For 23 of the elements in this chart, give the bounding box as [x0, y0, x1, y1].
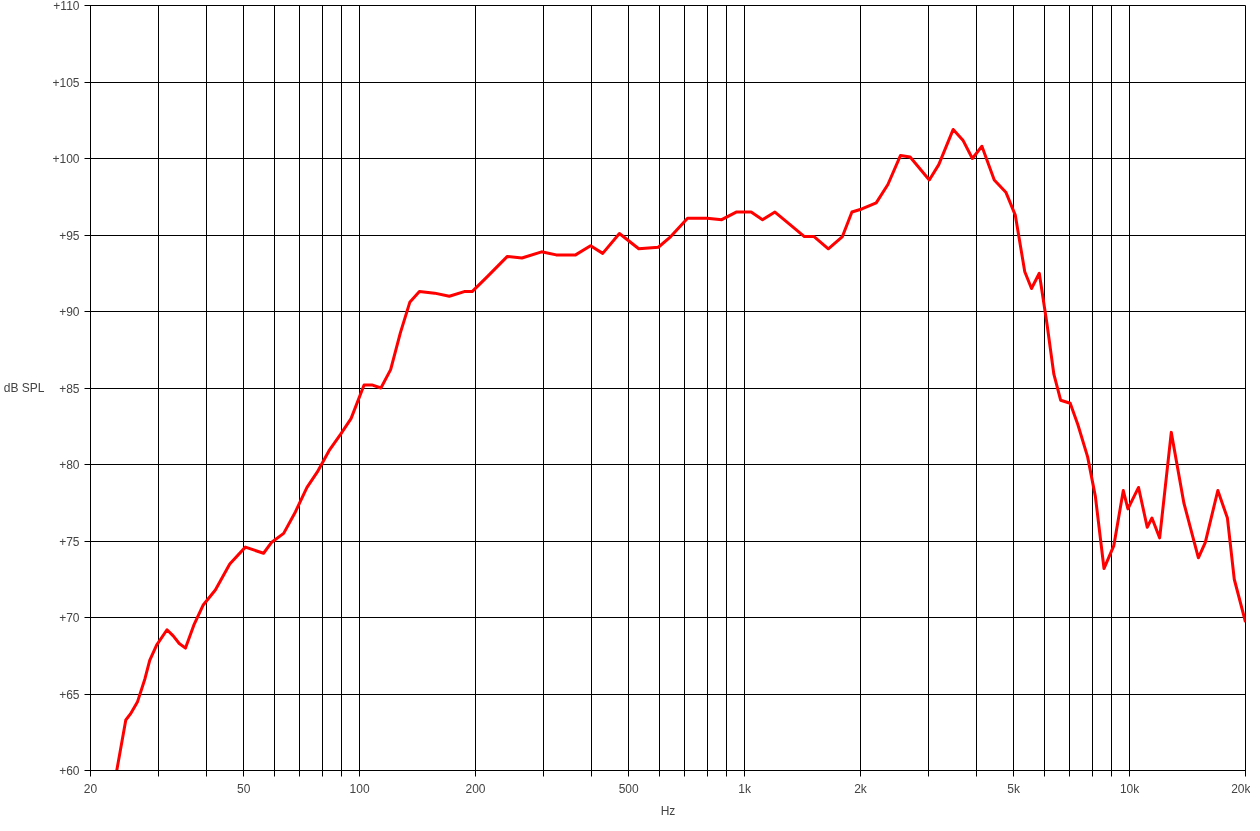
x-tick-label: 100 [349, 781, 370, 796]
x-tick-label: 10k [1119, 781, 1141, 796]
y-tick-label: +95 [59, 228, 80, 243]
x-tick-label: 500 [618, 781, 640, 796]
y-tick-label: +90 [59, 305, 80, 319]
y-tick-label: +75 [59, 534, 80, 549]
x-tick-label: 20 [83, 781, 98, 796]
x-tick-label: 1k [738, 781, 752, 796]
y-tick-label: +110 [53, 0, 80, 13]
y-tick-label: +85 [59, 381, 80, 396]
x-tick-label: 2k [854, 781, 868, 796]
x-tick-label: 50 [237, 781, 251, 796]
x-tick-label: 20k [1231, 781, 1252, 796]
x-tick-label: 5k [1007, 781, 1022, 796]
x-axis-title: Hz [660, 803, 676, 818]
y-tick-label: +60 [59, 764, 80, 778]
y-tick-label: +70 [59, 611, 80, 625]
y-tick-label: +105 [52, 75, 80, 90]
y-tick-label: +65 [59, 687, 80, 702]
y-tick-label: +100 [52, 152, 80, 166]
x-tick-label: 200 [465, 781, 486, 796]
y-tick-label: +80 [59, 458, 80, 472]
y-axis-title: dB SPL [3, 381, 45, 395]
